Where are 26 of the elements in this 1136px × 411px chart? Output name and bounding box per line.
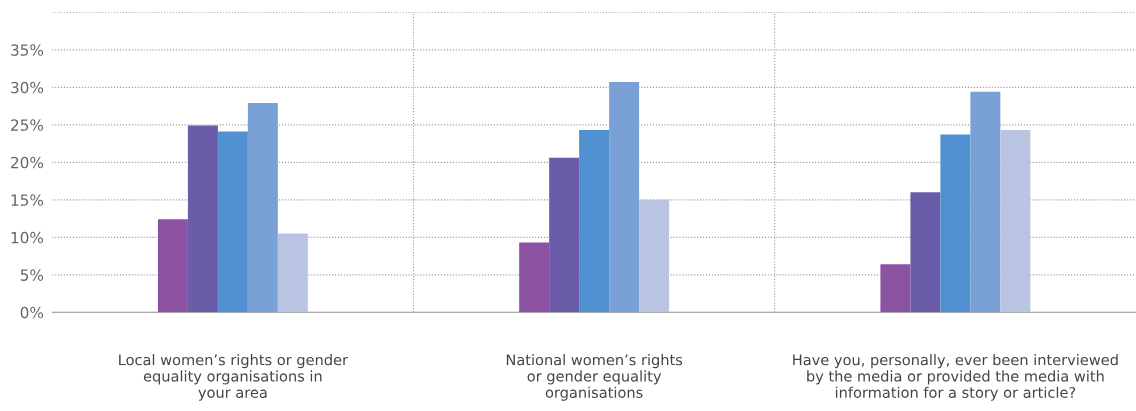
bar	[1000, 130, 1031, 313]
bar	[519, 242, 550, 313]
bar	[609, 82, 640, 313]
y-tick-label: 30%	[11, 81, 44, 94]
bar	[277, 233, 308, 313]
y-tick-label: 0%	[20, 306, 44, 319]
x-tick-label: Local women’s rights or gender equality organisations in your area	[119, 354, 349, 401]
bar	[187, 125, 218, 313]
y-tick-label: 20%	[11, 156, 44, 169]
y-tick-label: 25%	[11, 119, 44, 131]
bar	[910, 192, 941, 313]
y-tick-label: 5%	[20, 269, 44, 281]
y-tick-label: 10%	[11, 231, 44, 244]
y-tick-label: 15%	[11, 194, 44, 206]
bar	[579, 130, 610, 313]
bar	[157, 219, 188, 313]
bar	[970, 91, 1001, 313]
y-tick-label: 35%	[11, 44, 44, 56]
bar	[940, 134, 971, 313]
x-tick-label: Have you, personally, ever been interviewed by the media or provided the media with information for a story or article?	[793, 354, 1118, 401]
bar	[247, 103, 278, 313]
bar	[639, 199, 670, 313]
bar	[549, 157, 580, 313]
x-tick-label: National women’s rights or gender equality organisations	[506, 354, 683, 401]
bar	[880, 264, 911, 313]
bar	[217, 131, 248, 313]
